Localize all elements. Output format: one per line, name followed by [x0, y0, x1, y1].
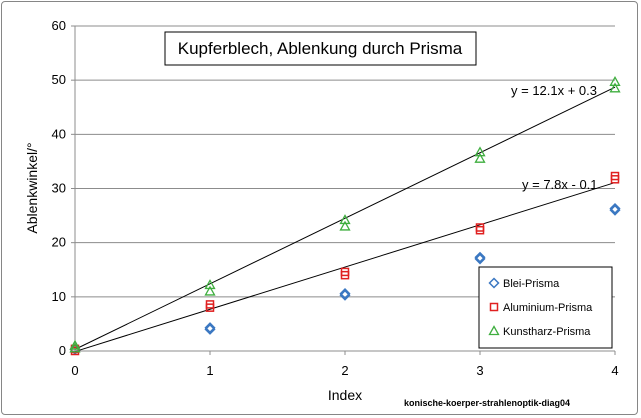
legend-label-2: Kunstharz-Prisma: [503, 326, 591, 338]
trendline-0: [74, 86, 616, 350]
data-point-triangle-2-1: [69, 339, 81, 350]
data-point-square-1-6: [475, 225, 485, 235]
legend-marker-0: [488, 277, 500, 289]
data-points: [69, 75, 621, 356]
data-point-triangle-2-0: [69, 342, 81, 353]
trendline-equation-aluminium: y = 7.8x - 0.1: [522, 177, 598, 192]
data-point-diamond-0-6: [474, 251, 486, 263]
data-point-diamond-0-5: [474, 253, 486, 265]
legend-label-1: Aluminium-Prisma: [503, 302, 593, 314]
y-tick-label-2: 20: [52, 235, 66, 250]
data-point-square-1-7: [475, 223, 485, 232]
y-tick-label-5: 50: [52, 72, 66, 87]
x-tick-label-4: 4: [611, 363, 618, 378]
data-point-diamond-0-8: [609, 202, 621, 215]
data-point-diamond-0-4: [339, 288, 351, 300]
data-point-triangle-2-8: [609, 82, 621, 93]
axes: [74, 26, 616, 355]
data-point-triangle-2-5: [339, 214, 351, 225]
trendlines: [74, 86, 616, 353]
data-point-triangle-2-4: [339, 220, 351, 231]
y-tick-label-6: 60: [52, 18, 66, 33]
x-tick-label-0: 0: [71, 363, 78, 378]
y-tick-labels: 0 10 20 30 40 50 60: [52, 18, 66, 358]
x-tick-label-1: 1: [206, 363, 213, 378]
data-point-diamond-0-3: [339, 289, 351, 301]
legend-marker-2: [488, 325, 500, 336]
x-tick-label-2: 2: [341, 363, 348, 378]
data-point-square-1-3: [205, 300, 215, 309]
data-point-diamond-0-2: [204, 322, 216, 334]
data-point-triangle-2-9: [609, 75, 621, 86]
data-point-diamond-0-7: [609, 204, 621, 216]
x-axis-title: Index: [328, 387, 362, 403]
legend-label-0: Blei-Prisma: [503, 278, 560, 290]
data-point-triangle-2-7: [474, 146, 486, 157]
trendline-1: [74, 182, 616, 353]
data-point-square-1-5: [340, 267, 350, 277]
chart-title-box: Kupferblech, Ablenkung durch Prisma: [164, 31, 477, 66]
data-point-triangle-2-2: [204, 285, 216, 296]
legend-marker-1: [489, 302, 499, 312]
trendline-equation-kunstharz: y = 12.1x + 0.3: [511, 83, 597, 98]
y-tick-label-0: 0: [59, 343, 66, 358]
x-tick-labels: 0 1 2 3 4: [71, 363, 618, 378]
data-point-square-1-9: [610, 171, 620, 181]
data-point-triangle-2-3: [204, 279, 216, 290]
data-point-diamond-0-1: [204, 323, 216, 335]
y-axis-title: Ablenkwinkel/°: [24, 142, 40, 233]
y-tick-label-1: 10: [52, 289, 66, 304]
data-point-triangle-2-6: [474, 152, 486, 163]
y-tick-label-3: 30: [52, 181, 66, 196]
chart-title: Kupferblech, Ablenkung durch Prisma: [178, 39, 463, 58]
x-tick-label-3: 3: [476, 363, 483, 378]
legend: Blei-Prisma Aluminium-Prisma Kunstharz-Pri…: [478, 266, 613, 349]
chart-caption: konische-koerper-strahlenoptik-diag04: [404, 398, 570, 408]
y-tick-label-4: 40: [52, 126, 66, 141]
